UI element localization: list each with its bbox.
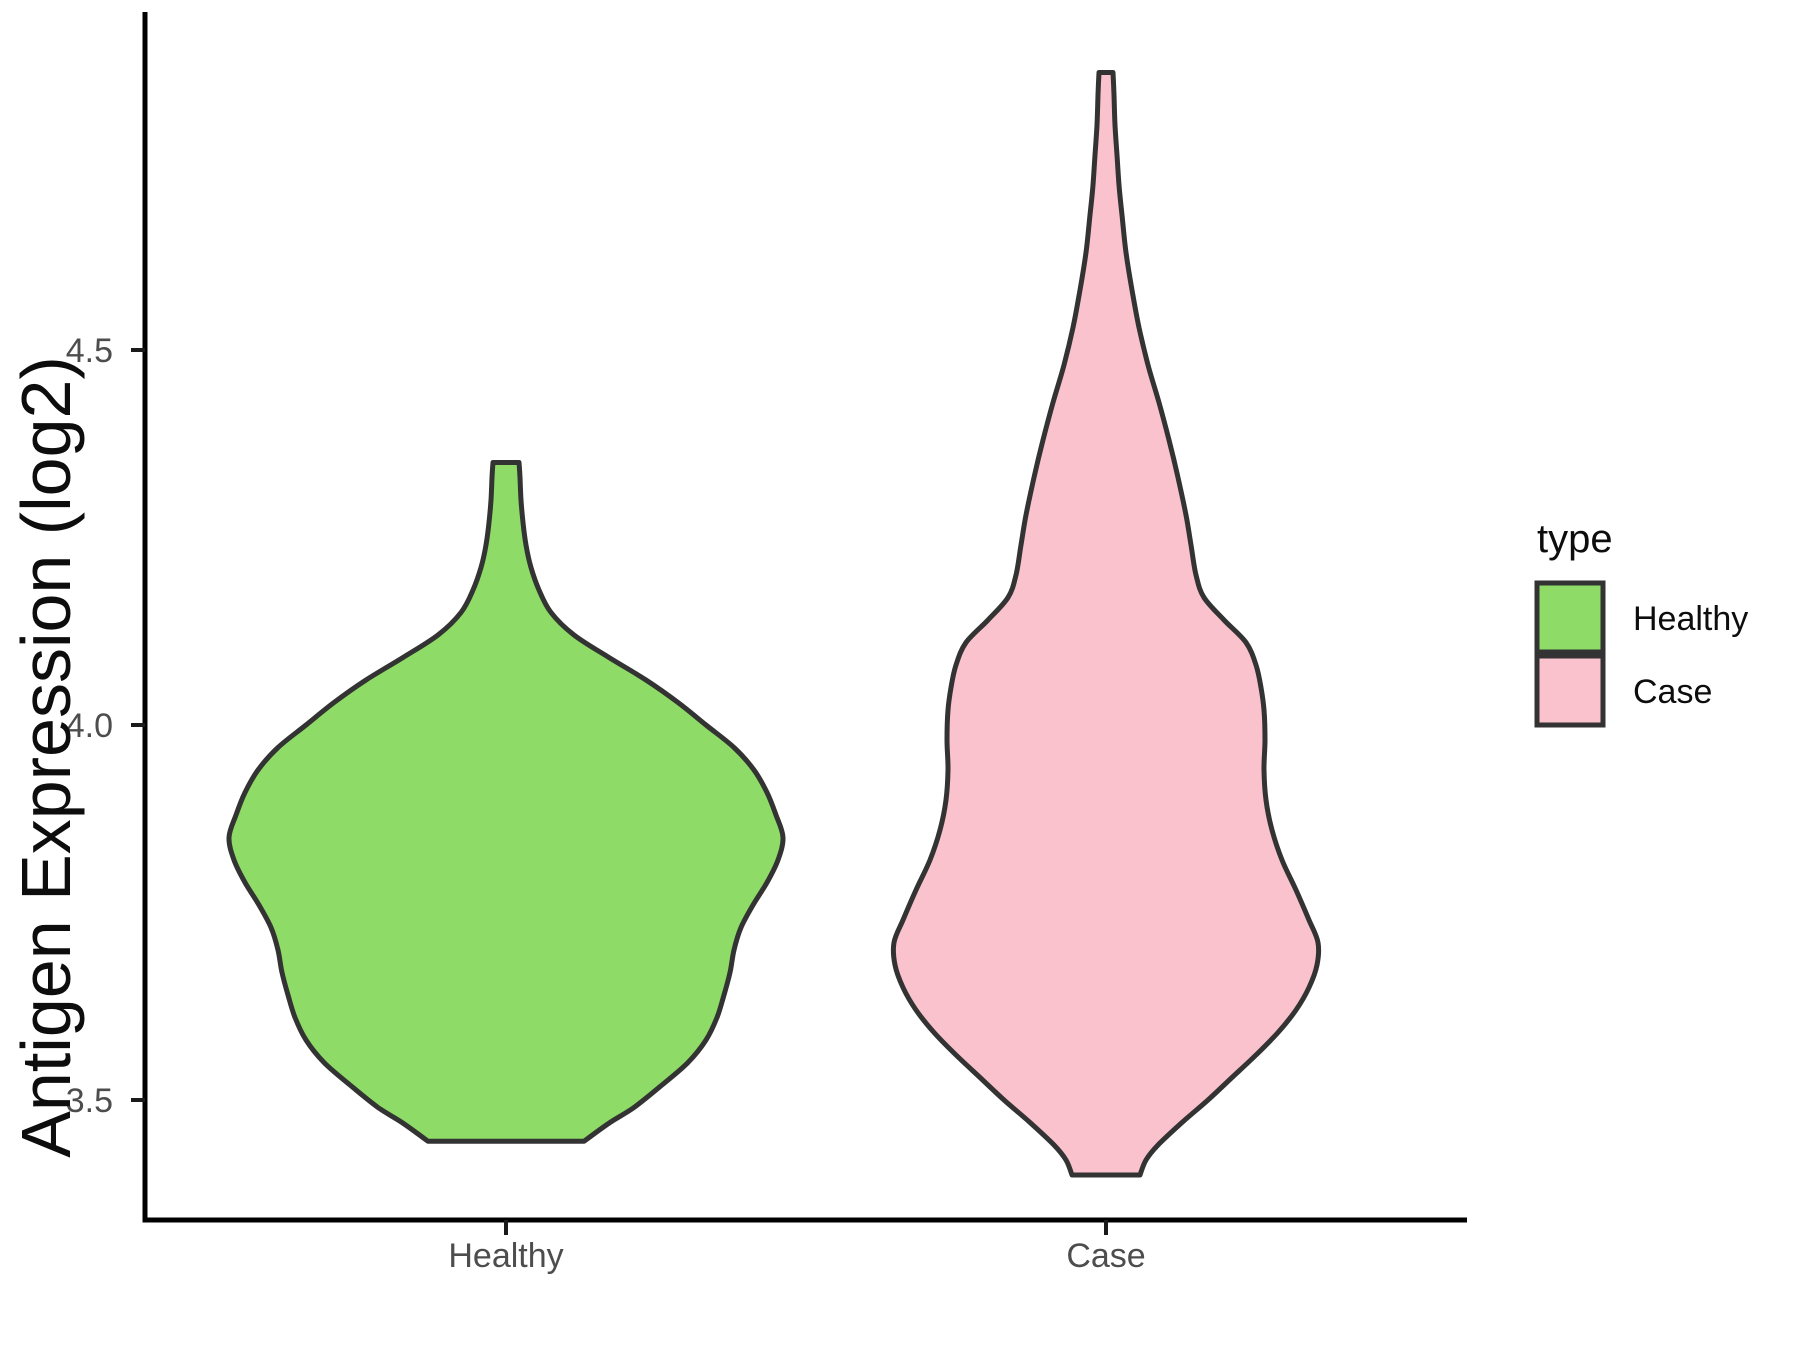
legend-key-healthy — [1534, 580, 1606, 655]
y-tick-label-3-5: 3.5 — [66, 1082, 113, 1120]
panel — [226, 70, 1322, 1178]
x-tick-label-case: Case — [1066, 1237, 1145, 1275]
violin-case — [890, 70, 1322, 1178]
legend-key-case — [1534, 653, 1606, 728]
violin-healthy — [226, 460, 786, 1144]
y-axis-title: Antigen Expression (log2) — [7, 356, 85, 1158]
legend: type Healthy Case — [1534, 517, 1748, 728]
y-tick-label-4-0: 4.0 — [66, 707, 113, 745]
legend-label-healthy: Healthy — [1633, 600, 1748, 638]
legend-title: type — [1537, 517, 1613, 561]
x-tick-label-healthy: Healthy — [448, 1237, 563, 1275]
legend-label-case: Case — [1633, 673, 1712, 711]
y-tick-label-4-5: 4.5 — [66, 332, 113, 370]
